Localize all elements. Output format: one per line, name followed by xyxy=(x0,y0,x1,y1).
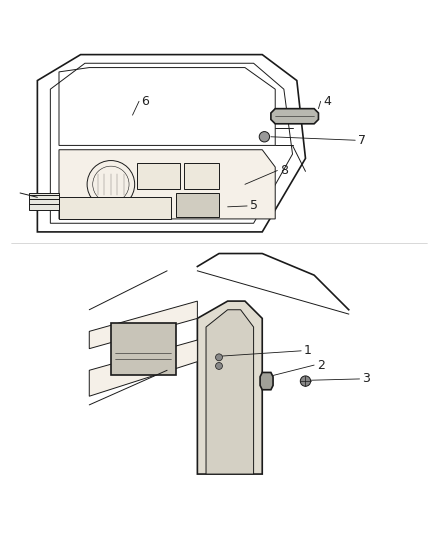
Polygon shape xyxy=(260,373,273,390)
Circle shape xyxy=(215,354,223,361)
Text: 6: 6 xyxy=(141,95,149,108)
FancyBboxPatch shape xyxy=(176,193,219,217)
FancyBboxPatch shape xyxy=(111,322,176,375)
Polygon shape xyxy=(206,310,254,474)
Polygon shape xyxy=(89,301,198,349)
Text: 7: 7 xyxy=(358,134,366,147)
Polygon shape xyxy=(59,150,275,219)
Circle shape xyxy=(215,362,223,369)
Polygon shape xyxy=(89,340,198,396)
Text: 3: 3 xyxy=(362,373,370,385)
FancyBboxPatch shape xyxy=(137,163,180,189)
Text: 2: 2 xyxy=(317,359,325,372)
Text: 4: 4 xyxy=(323,95,331,108)
FancyBboxPatch shape xyxy=(184,163,219,189)
Text: 5: 5 xyxy=(250,199,258,213)
Text: 1: 1 xyxy=(304,344,311,357)
Polygon shape xyxy=(271,109,318,124)
Text: 8: 8 xyxy=(280,164,288,177)
Polygon shape xyxy=(29,193,59,211)
FancyBboxPatch shape xyxy=(59,197,171,219)
Polygon shape xyxy=(198,301,262,474)
Circle shape xyxy=(300,376,311,386)
Circle shape xyxy=(259,132,270,142)
